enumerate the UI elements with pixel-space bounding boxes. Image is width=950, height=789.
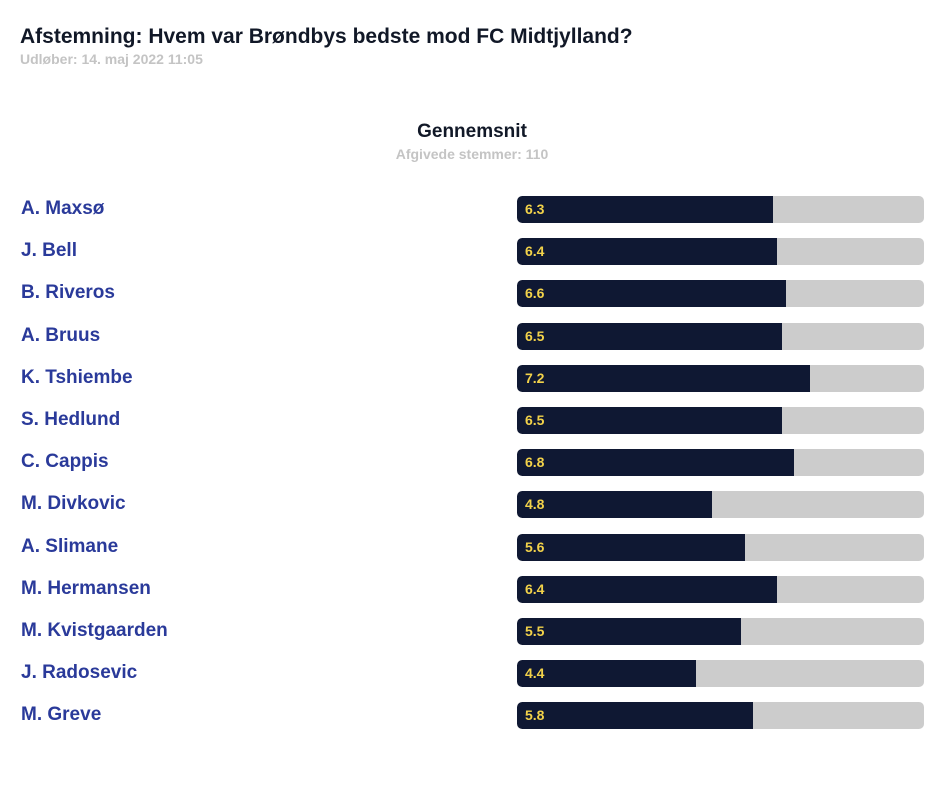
rating-bar	[517, 280, 786, 307]
rating-value-label: 6.4	[525, 243, 545, 259]
player-row: M. Hermansen 6.4	[0, 576, 950, 603]
rating-value-label: 5.6	[525, 539, 545, 555]
player-name: M. Kvistgaarden	[21, 620, 168, 641]
player-row: J. Bell 6.4	[0, 238, 950, 265]
player-name: M. Hermansen	[21, 578, 151, 599]
rating-bar	[517, 238, 777, 265]
player-row: A. Maxsø 6.3	[0, 196, 950, 223]
rating-bar	[517, 618, 741, 645]
player-name: J. Radosevic	[21, 662, 138, 683]
player-row: S. Hedlund 6.5	[0, 407, 950, 434]
rating-bar	[517, 449, 794, 476]
rating-value-label: 6.5	[525, 412, 545, 428]
rating-bar-track: 6.4	[517, 576, 924, 603]
player-name: S. Hedlund	[21, 409, 121, 430]
rating-bar-track: 5.8	[517, 702, 924, 729]
player-name: A. Bruus	[21, 325, 101, 346]
rating-value-label: 5.5	[525, 623, 545, 639]
rating-bar-track: 6.8	[517, 449, 924, 476]
player-row: A. Bruus 6.5	[0, 323, 950, 350]
rating-bar-track: 7.2	[517, 365, 924, 392]
rating-value-label: 7.2	[525, 370, 545, 386]
player-row: J. Radosevic 4.4	[0, 660, 950, 687]
rating-bar	[517, 407, 782, 434]
rating-value-label: 6.3	[525, 201, 545, 217]
rating-bar-track: 5.6	[517, 534, 924, 561]
rating-bar-track: 6.3	[517, 196, 924, 223]
rating-bar	[517, 660, 696, 687]
rating-bar-track: 4.4	[517, 660, 924, 687]
player-name: J. Bell	[21, 240, 77, 261]
poll-expiry: Udløber: 14. maj 2022 11:05	[20, 51, 203, 67]
rating-bar	[517, 365, 810, 392]
rating-bar-track: 5.5	[517, 618, 924, 645]
rating-value-label: 6.4	[525, 581, 545, 597]
rating-value-label: 4.8	[525, 496, 545, 512]
rating-value-label: 5.8	[525, 707, 545, 723]
player-row: A. Slimane 5.6	[0, 534, 950, 561]
rating-bar	[517, 576, 777, 603]
chart-title: Gennemsnit	[417, 121, 527, 142]
player-name: M. Greve	[21, 704, 102, 725]
player-row: C. Cappis 6.8	[0, 449, 950, 476]
rating-bar	[517, 702, 753, 729]
rating-value-label: 4.4	[525, 665, 545, 681]
rating-bar-track: 4.8	[517, 491, 924, 518]
poll-title: Afstemning: Hvem var Brøndbys bedste mod…	[20, 25, 633, 48]
player-name: B. Riveros	[21, 282, 115, 303]
vote-count: Afgivede stemmer: 110	[395, 146, 549, 162]
player-row: M. Divkovic 4.8	[0, 491, 950, 518]
rating-bar	[517, 196, 773, 223]
rating-bar-track: 6.6	[517, 280, 924, 307]
player-name: K. Tshiembe	[21, 367, 133, 388]
player-row: M. Kvistgaarden 5.5	[0, 618, 950, 645]
rating-bar-track: 6.5	[517, 323, 924, 350]
player-row: K. Tshiembe 7.2	[0, 365, 950, 392]
rating-bar-track: 6.5	[517, 407, 924, 434]
rating-bar-track: 6.4	[517, 238, 924, 265]
rating-bar	[517, 491, 712, 518]
player-name: C. Cappis	[21, 451, 109, 472]
rating-bar	[517, 323, 782, 350]
rating-value-label: 6.5	[525, 328, 545, 344]
rating-value-label: 6.8	[525, 454, 545, 470]
player-row: B. Riveros 6.6	[0, 280, 950, 307]
player-name: A. Maxsø	[21, 198, 105, 219]
player-name: A. Slimane	[21, 536, 119, 557]
rating-value-label: 6.6	[525, 285, 545, 301]
rating-bar	[517, 534, 745, 561]
player-row: M. Greve 5.8	[0, 702, 950, 729]
player-name: M. Divkovic	[21, 493, 126, 514]
